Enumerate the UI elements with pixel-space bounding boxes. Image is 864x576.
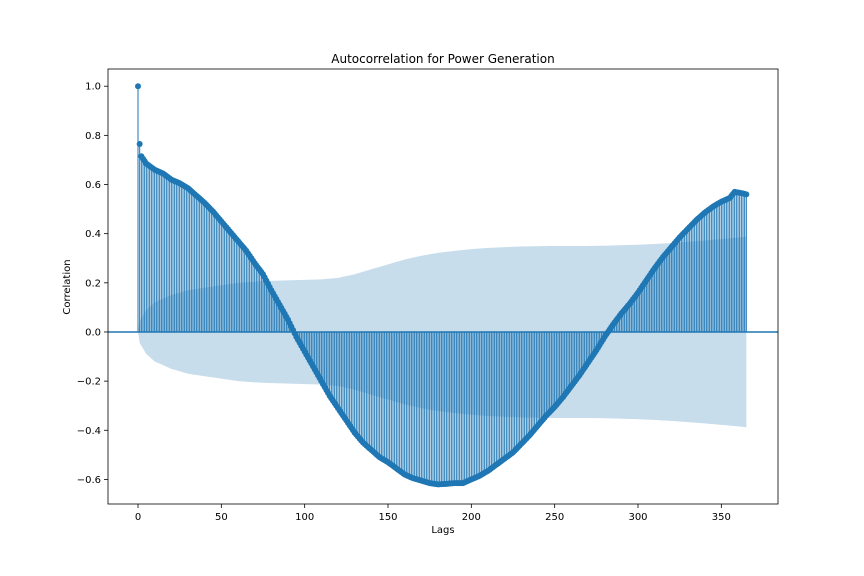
- x-tick-label: 50: [215, 512, 228, 523]
- y-axis-ticks: −0.6 −0.4 −0.2 0.0 0.2 0.4 0.6 0.8 1.0: [77, 82, 108, 486]
- x-tick-label: 350: [712, 512, 731, 523]
- y-tick-label: 0.6: [85, 180, 101, 191]
- chart-title: Autocorrelation for Power Generation: [331, 52, 554, 66]
- y-tick-label: −0.4: [77, 426, 101, 437]
- acf-point: [135, 83, 141, 90]
- y-tick-label: 1.0: [85, 82, 101, 93]
- x-axis-ticks: 0 50 100 150 200 250 300 350: [135, 504, 731, 523]
- y-tick-label: 0.8: [85, 131, 101, 142]
- stem-lines: [137, 86, 747, 485]
- y-tick-label: 0.4: [85, 229, 101, 240]
- acf-markers: [135, 83, 750, 488]
- plot-area: [108, 83, 778, 488]
- x-tick-label: 300: [628, 512, 647, 523]
- y-axis-label: Correlation: [62, 259, 73, 314]
- axes-frame: [107, 68, 779, 505]
- x-tick-label: 150: [378, 512, 397, 523]
- y-tick-label: 0.0: [85, 327, 101, 338]
- x-tick-label: 200: [462, 512, 481, 523]
- x-tick-label: 100: [295, 512, 314, 523]
- y-tick-label: 0.2: [85, 278, 101, 289]
- acf-point: [743, 191, 750, 198]
- x-tick-label: 250: [545, 512, 564, 523]
- y-tick-label: −0.2: [77, 377, 101, 388]
- y-tick-label: −0.6: [77, 475, 101, 486]
- x-tick-label: 0: [135, 512, 141, 523]
- x-axis-label: Lags: [431, 525, 454, 536]
- acf-point: [136, 140, 143, 147]
